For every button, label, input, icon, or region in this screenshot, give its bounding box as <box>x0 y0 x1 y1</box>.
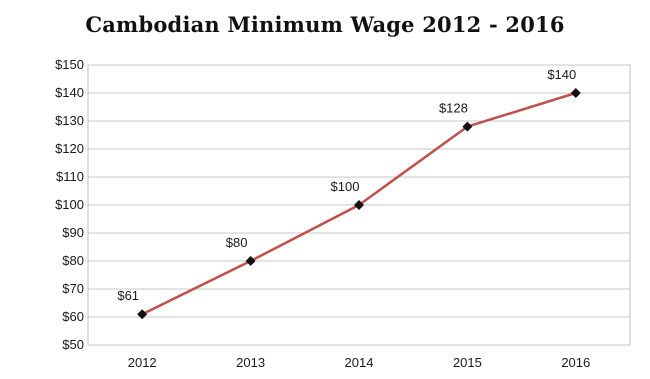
y-tick-label: $150 <box>55 57 84 72</box>
y-tick-label: $120 <box>55 141 84 156</box>
data-point-marker <box>570 88 581 98</box>
y-tick-label: $70 <box>62 281 84 296</box>
y-tick-label: $50 <box>62 337 84 352</box>
data-point-marker <box>354 200 364 210</box>
y-tick-label: $80 <box>62 253 84 268</box>
x-tick-label: 2015 <box>453 355 482 370</box>
y-tick-label: $60 <box>62 309 84 324</box>
data-point-marker <box>462 121 473 132</box>
data-point-marker <box>245 256 256 266</box>
y-axis-tick-labels: $50 $60 $70 $80 $90 $100 $110 $120 $130 $140 $150 <box>55 57 84 352</box>
data-label: $128 <box>439 101 468 116</box>
x-axis-tick-labels: 2012 2013 2014 2015 2016 <box>128 355 591 370</box>
data-point-marker <box>137 309 148 320</box>
x-tick-label: 2012 <box>128 355 157 370</box>
x-tick-label: 2016 <box>561 355 590 370</box>
y-tick-label: $140 <box>55 85 84 100</box>
y-tick-label: $110 <box>56 169 84 184</box>
data-label: $100 <box>331 179 360 194</box>
y-tick-label: $90 <box>62 225 84 240</box>
y-tick-label: $100 <box>55 197 84 212</box>
data-labels: $61 $80 $100 $128 $140 <box>117 67 576 303</box>
chart-title: Cambodian Minimum Wage 2012 - 2016 <box>85 12 565 37</box>
data-markers <box>137 88 581 320</box>
x-tick-label: 2014 <box>345 355 374 370</box>
data-label: $140 <box>547 67 576 82</box>
y-tick-label: $130 <box>55 113 84 128</box>
data-label: $61 <box>117 288 139 303</box>
x-tick-label: 2013 <box>236 355 265 370</box>
gridlines <box>87 64 631 346</box>
data-label: $80 <box>226 235 248 250</box>
